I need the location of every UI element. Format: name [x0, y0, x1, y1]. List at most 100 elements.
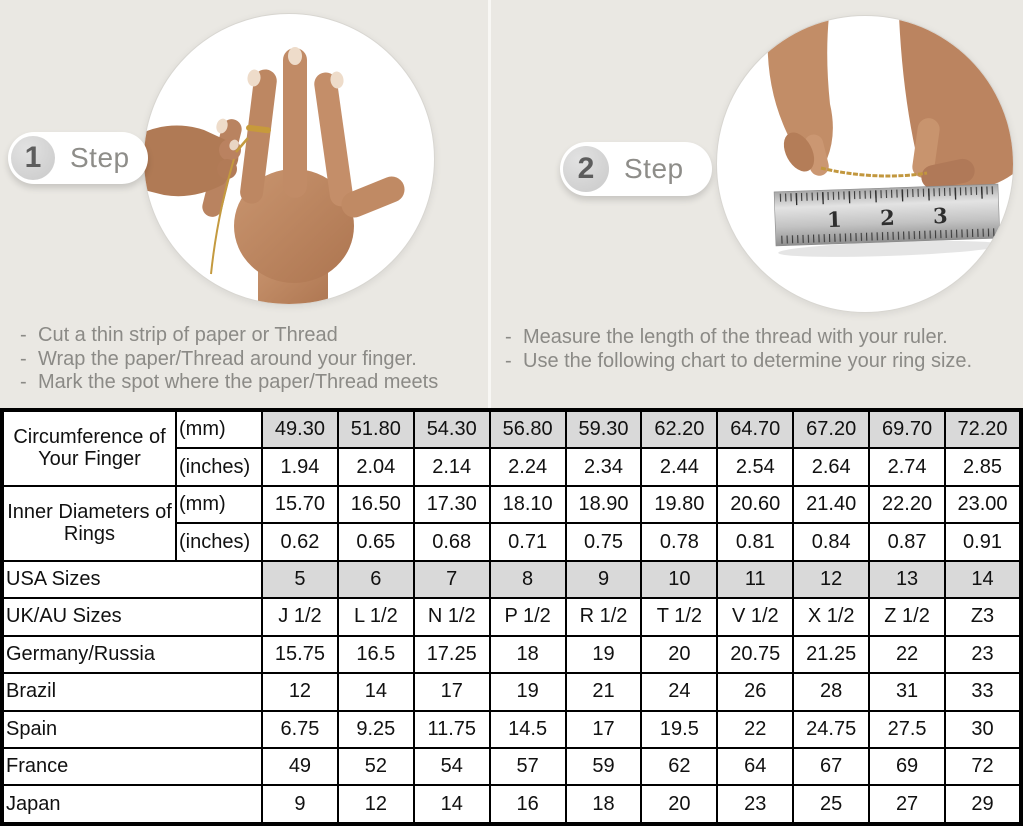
table-row: UK/AU Sizes J 1/2 L 1/2 N 1/2 P 1/2 R 1/2 T 1/… [1, 597, 1022, 637]
size-value-cell: Z3 [944, 597, 1022, 637]
row-unit: (inches) [175, 447, 263, 487]
size-value-cell: 1.94 [261, 447, 339, 487]
size-value-cell: 56.80 [488, 408, 567, 450]
size-value-cell: 72.20 [944, 408, 1022, 450]
table-row: (inches) 0.62 0.65 0.68 0.71 0.75 0.78 0.81 0.84… [2, 522, 1022, 562]
table-row: Circumference of Your Finger (mm) 49.30 51.… [1, 408, 1022, 487]
size-value-cell: 12 [336, 784, 415, 825]
size-value-cell: 67 [792, 746, 871, 787]
step2-number: 2 [563, 146, 609, 192]
size-value-cell: 14.5 [488, 709, 567, 749]
size-value-cell: 6.75 [261, 709, 339, 749]
instruction-line: - Mark the spot where the paper/Thread me… [20, 371, 439, 393]
size-value-cell: 72 [944, 746, 1022, 787]
size-value-cell: 11.75 [412, 709, 491, 749]
size-value-cell: R 1/2 [564, 597, 643, 637]
row-label: Brazil [1, 672, 263, 712]
size-value-cell: 14 [336, 672, 415, 712]
size-value-cell: 49 [261, 746, 339, 787]
size-value-cell: 2.14 [412, 447, 491, 487]
step2-label: Step [624, 153, 684, 184]
size-value-cell: 19.80 [640, 484, 719, 525]
size-value-cell: 2.34 [564, 447, 643, 487]
step2-instructions: - Measure the length of the thread with y… [505, 326, 1020, 373]
size-value-cell: 14 [412, 784, 491, 825]
size-value-cell: 69 [868, 746, 947, 787]
size-value-cell: 54.30 [412, 408, 491, 450]
size-value-cell: 2.44 [640, 447, 719, 487]
size-value-cell: 30 [944, 709, 1022, 749]
ruler-number-2: 2 [880, 205, 895, 230]
row-label: Japan [1, 784, 263, 825]
size-value-cell: 14 [944, 559, 1022, 600]
size-value-cell: 2.74 [868, 447, 947, 487]
table-row: Brazil 12 14 17 19 21 24 26 28 31 33 [1, 672, 1022, 712]
bullet-dash: - [505, 349, 512, 372]
size-value-cell: 15.75 [261, 634, 339, 675]
size-value-cell: 62.20 [640, 408, 719, 450]
size-value-cell: 20.60 [716, 484, 795, 525]
size-value-cell: 0.91 [944, 522, 1022, 562]
size-value-cell: 59 [564, 746, 643, 787]
size-value-cell: 20 [640, 784, 719, 825]
row-label: Circumference of Your Finger [1, 409, 177, 487]
size-value-cell: 0.65 [336, 522, 415, 562]
size-value-cell: 26 [716, 672, 795, 712]
size-value-cell: 0.71 [488, 522, 567, 562]
instruction-line: - Use the following chart to determine yo… [505, 349, 973, 372]
size-value-cell: 16 [488, 784, 567, 825]
size-value-cell: 15.70 [261, 484, 339, 525]
size-value-cell: 7 [412, 559, 491, 600]
table-row: Japan 9 12 14 16 18 20 23 25 27 29 [1, 784, 1022, 825]
step1-label: Step [70, 142, 130, 173]
table-row: Germany/Russia 15.75 16.5 17.25 18 19 20 20.75 2… [1, 634, 1022, 675]
size-value-cell: 22 [716, 709, 795, 749]
size-value-cell: 64 [716, 746, 795, 787]
instruction-line: - Wrap the paper/Thread around your finge… [20, 347, 417, 370]
step2-photo-circle: 1 2 3 [716, 15, 1014, 313]
size-value-cell: 11 [716, 559, 795, 600]
size-value-cell: T 1/2 [640, 597, 719, 637]
size-value-cell: 24.75 [792, 709, 871, 749]
row-label: France [1, 746, 263, 787]
size-value-cell: 2.54 [716, 447, 795, 487]
row-label: UK/AU Sizes [1, 597, 263, 637]
size-value-cell: 28 [792, 672, 871, 712]
size-value-cell: 19 [564, 634, 643, 675]
size-value-cell: X 1/2 [792, 597, 871, 637]
size-value-cell: Z 1/2 [868, 597, 947, 637]
size-value-cell: N 1/2 [412, 597, 491, 637]
size-value-cell: 0.81 [716, 522, 795, 562]
size-value-cell: 6 [336, 559, 415, 600]
size-value-cell: 0.78 [640, 522, 719, 562]
size-value-cell: 27.5 [868, 709, 947, 749]
size-value-cell: 51.80 [336, 408, 415, 450]
size-value-cell: 2.64 [792, 447, 871, 487]
size-value-cell: 0.84 [792, 522, 871, 562]
size-value-cell: 22.20 [868, 484, 947, 525]
size-value-cell: 18.10 [488, 484, 567, 525]
size-value-cell: 29 [944, 784, 1022, 825]
size-value-cell: 5 [261, 559, 339, 600]
size-value-cell: 2.24 [488, 447, 567, 487]
size-value-cell: 0.87 [868, 522, 947, 562]
size-value-cell: 69.70 [868, 408, 947, 450]
size-value-cell: 0.75 [564, 522, 643, 562]
ring-size-table-body: Circumference of Your Finger (mm) 49.30 51.… [1, 408, 1022, 825]
size-value-cell: L 1/2 [336, 597, 415, 637]
size-value-cell: 25 [792, 784, 871, 825]
size-value-cell: 8 [488, 559, 567, 600]
size-value-cell: 9 [261, 784, 339, 825]
size-value-cell: 21.25 [792, 634, 871, 675]
size-value-cell: 20 [640, 634, 719, 675]
instruction-line: - Cut a thin strip of paper or Thread [20, 324, 338, 346]
table-row: (inches) 1.94 2.04 2.14 2.24 2.34 2.44 2.54 2.64… [2, 447, 1022, 487]
size-value-cell: 52 [336, 746, 415, 787]
size-value-cell: V 1/2 [716, 597, 795, 637]
size-value-cell: 16.50 [336, 484, 415, 525]
row-label: Germany/Russia [1, 634, 263, 675]
size-value-cell: 54 [412, 746, 491, 787]
step1-instructions: - Cut a thin strip of paper or Thread - Wr… [20, 324, 485, 395]
table-row: Inner Diameters of Rings (mm) 15.70 16.50 17… [1, 484, 1022, 562]
size-value-cell: 12 [792, 559, 871, 600]
